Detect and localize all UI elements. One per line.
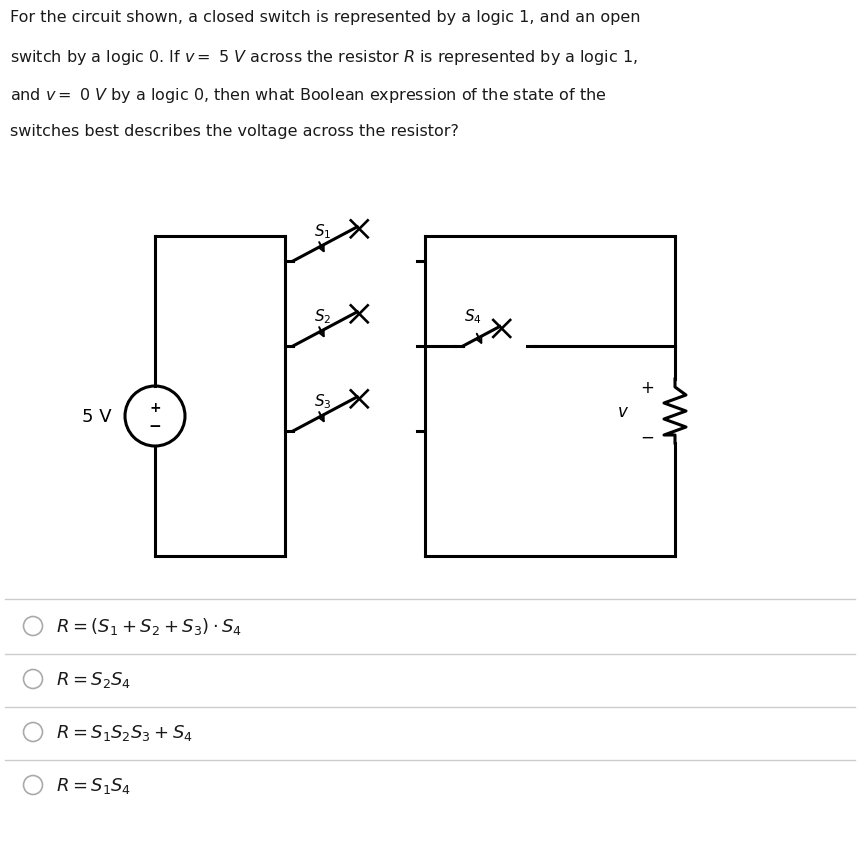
Text: $S_3$: $S_3$ [314, 393, 332, 411]
Text: $R = S_2 S_4$: $R = S_2 S_4$ [56, 669, 131, 689]
Text: −: − [149, 419, 162, 434]
Text: 5 V: 5 V [82, 407, 111, 425]
Text: $v$: $v$ [617, 403, 629, 420]
Text: $S_1$: $S_1$ [314, 222, 332, 241]
Text: $R = (S_1 + S_2 + S_3) \cdot S_4$: $R = (S_1 + S_2 + S_3) \cdot S_4$ [56, 616, 242, 637]
Text: +: + [149, 400, 161, 414]
Text: $S_4$: $S_4$ [464, 307, 481, 326]
Text: $R = S_1 S_4$: $R = S_1 S_4$ [56, 775, 131, 795]
Text: switches best describes the voltage across the resistor?: switches best describes the voltage acro… [10, 124, 459, 139]
Text: For the circuit shown, a closed switch is represented by a logic 1, and an open: For the circuit shown, a closed switch i… [10, 10, 640, 25]
Text: switch by a logic 0. If $v = $ 5 $V$ across the resistor $R$ is represented by a: switch by a logic 0. If $v = $ 5 $V$ acr… [10, 48, 638, 67]
Text: +: + [640, 379, 654, 397]
Text: and $v = $ 0 $V$ by a logic 0, then what Boolean expression of the state of the: and $v = $ 0 $V$ by a logic 0, then what… [10, 86, 607, 105]
Text: −: − [640, 429, 654, 447]
Text: $R = S_1 S_2 S_3 + S_4$: $R = S_1 S_2 S_3 + S_4$ [56, 722, 194, 742]
Text: $S_2$: $S_2$ [314, 307, 332, 326]
